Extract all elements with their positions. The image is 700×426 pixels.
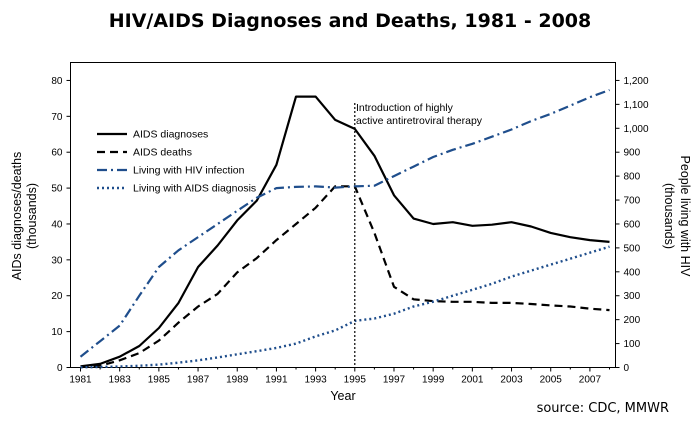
x-tick-label: 1991 [265, 375, 288, 386]
left-y-tick-label: 70 [51, 112, 63, 123]
x-tick-label: 2001 [461, 375, 484, 386]
source-note: source: CDC, MMWR [537, 401, 669, 416]
right-y-tick-label: 700 [624, 196, 641, 207]
left-y-tick-label: 40 [51, 219, 63, 230]
left-y-tick-label: 30 [51, 255, 63, 266]
legend: AIDS diagnoses AIDS deaths Living with HIV… [97, 129, 256, 195]
x-tick-label: 1993 [304, 375, 327, 386]
x-tick-label: 1983 [109, 375, 132, 386]
right-y-tick-label: 1,200 [624, 76, 649, 87]
right-y-tick-label: 600 [624, 219, 641, 230]
right-y-tick-label: 900 [624, 148, 641, 159]
legend-label-aids-deaths: AIDS deaths [133, 147, 192, 159]
x-tick-label: 1989 [226, 375, 249, 386]
right-y-tick-label: 200 [624, 315, 641, 326]
x-tick-label: 1999 [422, 375, 445, 386]
right-y-axis-label-line-1: People living with HIV [678, 156, 692, 278]
annotation-line-1: Introduction of highly [356, 102, 454, 114]
annotation-line-2: active antiretroviral therapy [356, 115, 483, 127]
x-tick-label: 1997 [383, 375, 406, 386]
legend-label-aids-diagnoses: AIDS diagnoses [133, 129, 208, 141]
right-y-axis: 0 100 200 300 400 500 600 700 800 900 1,000 1,100 1,… [615, 76, 649, 374]
series-line-aids-deaths [80, 185, 610, 369]
series-line-aids-diagnoses [80, 95, 610, 368]
right-y-axis-label-line-2: (thousands) [662, 183, 676, 249]
right-y-tick-label: 1,000 [624, 124, 649, 135]
right-y-tick-label: 400 [624, 267, 641, 278]
x-tick-label: 1995 [344, 375, 367, 386]
plot-frame [70, 62, 616, 368]
x-tick-label: 2007 [579, 375, 602, 386]
legend-label-living-with-hiv-infection: Living with HIV infection [133, 165, 245, 177]
right-y-tick-label: 0 [624, 363, 630, 374]
x-axis-label: Year [330, 389, 355, 403]
x-tick-label: 2003 [500, 375, 523, 386]
x-axis: 1981 1983 1985 1987 1989 1991 1993 1995 1997 1999… [69, 367, 610, 386]
legend-label-living-with-aids-diagnosis: Living with AIDS diagnosis [133, 183, 256, 195]
right-y-tick-label: 300 [624, 291, 641, 302]
series-layer [79, 88, 610, 369]
x-tick-label: 1981 [69, 375, 92, 386]
right-y-tick-label: 1,100 [624, 100, 649, 111]
left-y-axis-label-line-1: AIDs diagnoses/deaths [10, 152, 24, 281]
right-y-tick-label: 800 [624, 172, 641, 183]
x-tick-label: 1987 [187, 375, 210, 386]
left-y-axis-label-line-2: (thousands) [25, 183, 39, 249]
left-y-tick-label: 10 [51, 327, 63, 338]
left-y-tick-label: 0 [57, 363, 63, 374]
x-tick-label: 2005 [540, 375, 563, 386]
chart-title: HIV/AIDS Diagnoses and Deaths, 1981 - 20… [109, 10, 592, 32]
right-y-tick-label: 100 [624, 339, 641, 350]
left-y-tick-label: 50 [51, 184, 63, 195]
right-y-tick-label: 500 [624, 243, 641, 254]
left-y-axis: 0 10 20 30 40 50 60 70 80 [51, 76, 71, 374]
x-tick-label: 1985 [148, 375, 171, 386]
left-y-tick-label: 80 [51, 76, 63, 87]
left-y-tick-label: 20 [51, 291, 63, 302]
left-y-tick-label: 60 [51, 148, 63, 159]
